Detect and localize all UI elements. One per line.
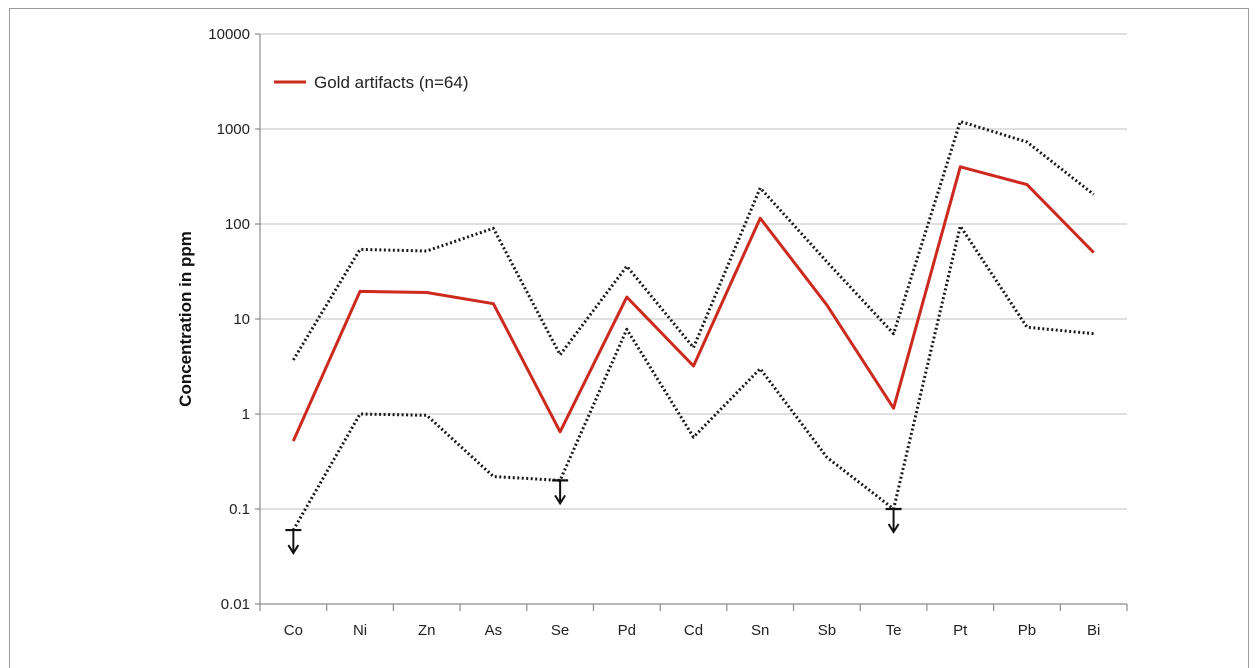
y-tick-label: 1 <box>242 406 250 423</box>
x-tick-label: Pb <box>1018 622 1036 639</box>
y-tick-label: 1000 <box>217 121 250 138</box>
series-line-lower-range <box>291 224 1094 531</box>
x-tick-label: As <box>485 622 503 639</box>
x-tick-labels: Co Ni Zn As Se Pd Cd Sn Sb Te Pt Pb Bi <box>284 622 1101 639</box>
series-line-upper-range <box>292 120 1095 361</box>
x-tick-label: Sb <box>818 622 836 639</box>
detection-limit-markers <box>285 479 902 555</box>
series <box>291 120 1095 531</box>
y-tick-label: 0.01 <box>221 596 250 613</box>
x-tick-label: Pd <box>618 622 636 639</box>
legend-label: Gold artifacts (n=64) <box>314 73 469 92</box>
y-tick-labels: 10000 1000 100 10 1 0.1 0.01 <box>208 26 250 613</box>
x-tick-label: Zn <box>418 622 436 639</box>
x-tick-label: Co <box>284 622 303 639</box>
legend: Gold artifacts (n=64) <box>274 73 469 92</box>
gridlines <box>260 33 1127 510</box>
x-tick-label: Sn <box>751 622 769 639</box>
series-line-gold-artifacts <box>291 165 1095 442</box>
x-tick-label: Te <box>886 622 902 639</box>
chart-frame <box>9 8 1249 668</box>
x-tick-label: Bi <box>1087 622 1100 639</box>
y-tick-label: 10000 <box>208 26 250 43</box>
axes <box>255 33 1128 611</box>
y-axis-title: Concentration in ppm <box>176 231 195 407</box>
x-tick-label: Se <box>551 622 569 639</box>
y-tick-label: 10 <box>233 311 250 328</box>
x-tick-label: Ni <box>353 622 367 639</box>
x-tick-label: Cd <box>684 622 703 639</box>
y-tick-label: 100 <box>225 216 250 233</box>
detection-limit-marker <box>285 528 302 555</box>
y-tick-label: 0.1 <box>229 501 250 518</box>
detection-limit-marker <box>885 507 902 534</box>
x-tick-label: Pt <box>953 622 968 639</box>
detection-limit-marker <box>552 479 569 506</box>
